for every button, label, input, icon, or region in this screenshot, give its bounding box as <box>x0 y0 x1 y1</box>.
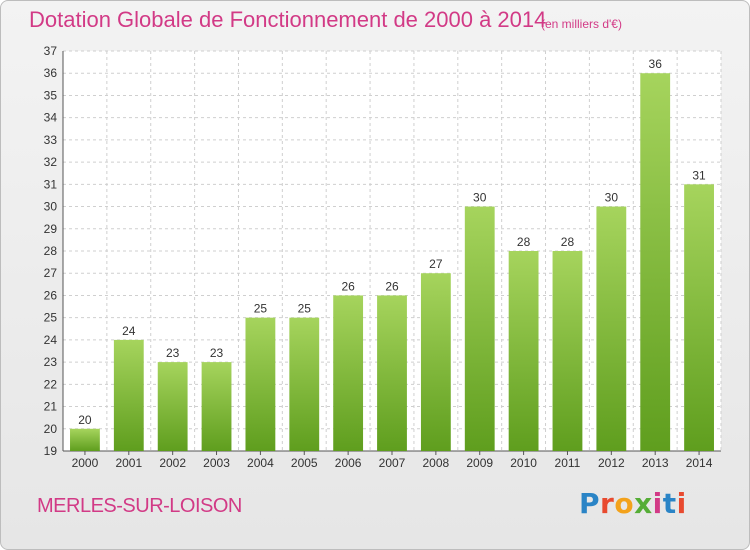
y-tick-label: 33 <box>44 133 58 147</box>
bar <box>552 251 583 451</box>
x-tick-label: 2014 <box>686 456 713 470</box>
bar <box>508 251 539 451</box>
y-tick-label: 21 <box>44 400 58 414</box>
x-tick-label: 2002 <box>159 456 186 470</box>
data-label: 36 <box>649 57 663 71</box>
data-label: 26 <box>341 279 355 293</box>
data-label: 26 <box>385 279 399 293</box>
bar <box>157 362 188 451</box>
x-tick-label: 2010 <box>510 456 537 470</box>
data-label: 27 <box>429 257 443 271</box>
data-label: 28 <box>517 235 531 249</box>
data-label: 25 <box>298 302 312 316</box>
data-label: 30 <box>473 191 487 205</box>
chart-unit: (en milliers d'€) <box>541 17 622 31</box>
bar <box>596 206 627 451</box>
x-tick-label: 2005 <box>291 456 318 470</box>
y-tick-label: 32 <box>44 155 58 169</box>
bar <box>464 206 495 451</box>
x-tick-label: 2009 <box>466 456 493 470</box>
x-tick-label: 2000 <box>72 456 99 470</box>
y-tick-label: 31 <box>44 177 58 191</box>
bar <box>245 317 276 451</box>
y-tick-label: 22 <box>44 377 58 391</box>
x-tick-label: 2013 <box>642 456 669 470</box>
bar <box>113 339 144 451</box>
bar <box>289 317 320 451</box>
y-tick-label: 24 <box>44 333 58 347</box>
bar <box>640 73 671 451</box>
bar <box>201 362 232 451</box>
chart-title: Dotation Globale de Fonctionnement de 20… <box>29 7 547 32</box>
data-label: 28 <box>561 235 575 249</box>
x-tick-label: 2003 <box>203 456 230 470</box>
y-tick-label: 27 <box>44 266 58 280</box>
place-name: MERLES-SUR-LOISON <box>37 495 242 517</box>
data-label: 24 <box>122 324 136 338</box>
y-tick-label: 19 <box>44 444 58 458</box>
proxiti-logo: Proxiti <box>579 487 687 520</box>
y-tick-label: 28 <box>44 244 58 258</box>
bar <box>684 184 714 452</box>
data-label: 23 <box>166 346 180 360</box>
y-tick-label: 36 <box>44 66 58 80</box>
bar <box>377 295 407 451</box>
y-tick-label: 26 <box>44 288 58 302</box>
x-tick-label: 2006 <box>335 456 362 470</box>
data-label: 31 <box>692 168 706 182</box>
x-tick-label: 2008 <box>423 456 450 470</box>
data-label: 23 <box>210 346 224 360</box>
x-tick-label: 2001 <box>115 456 142 470</box>
y-tick-label: 23 <box>44 355 58 369</box>
y-tick-label: 29 <box>44 222 58 236</box>
x-tick-label: 2011 <box>555 456 581 470</box>
bar <box>333 295 364 451</box>
x-tick-label: 2012 <box>598 456 625 470</box>
data-label: 30 <box>605 191 619 205</box>
labels: 19 20 21 22 23 24 25 26 27 28 29 30 31 32 33 34 35 36 37 20… <box>44 44 713 470</box>
y-tick-label: 37 <box>44 44 58 58</box>
bar <box>70 428 100 451</box>
y-tick-label: 35 <box>44 88 58 102</box>
y-tick-label: 25 <box>44 311 58 325</box>
bars <box>70 73 714 452</box>
x-tick-label: 2007 <box>379 456 406 470</box>
bar <box>420 273 451 451</box>
data-label: 20 <box>78 413 92 427</box>
data-label: 25 <box>254 302 268 316</box>
y-tick-label: 20 <box>44 422 58 436</box>
y-tick-label: 30 <box>44 200 58 214</box>
y-tick-label: 34 <box>44 111 58 125</box>
x-tick-label: 2004 <box>247 456 274 470</box>
